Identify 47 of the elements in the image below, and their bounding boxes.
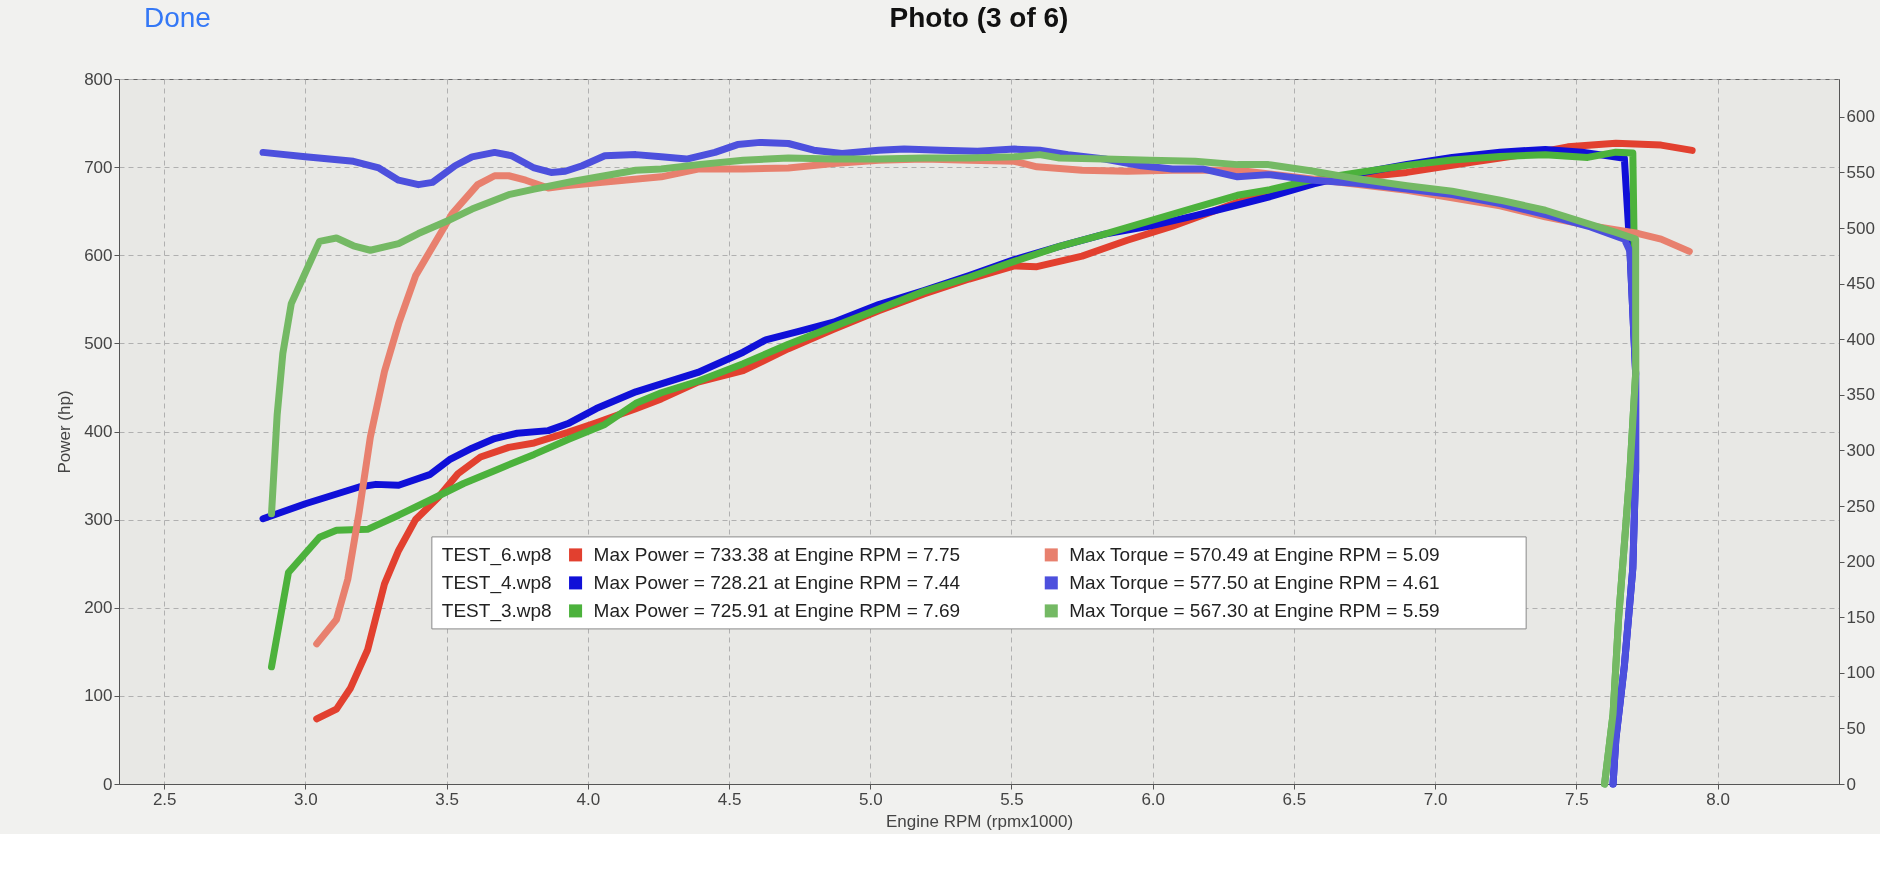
legend-label: Max Torque = 570.49 at Engine RPM = 5.09: [1069, 543, 1440, 565]
y-axis-title: Power (hp): [55, 390, 75, 474]
y2-tick-label: 250: [1846, 496, 1875, 516]
y-tick-label: 700: [84, 157, 113, 177]
annotation: TEST_4.wp8: [441, 571, 552, 594]
text: Done: [144, 2, 211, 33]
y-tick-label: 100: [84, 686, 113, 706]
y2-tick-label: 300: [1846, 440, 1875, 460]
legend-label: Max Power = 725.91 at Engine RPM = 7.69: [593, 599, 961, 621]
x-tick-label: 5.5: [1000, 789, 1024, 809]
x-axis-title: Engine RPM (rpmx1000): [885, 811, 1074, 831]
y2-tick-label: 150: [1846, 607, 1875, 627]
y2-tick-label: 0: [1846, 774, 1856, 794]
x-tick-label: 3.0: [294, 789, 318, 809]
y2-tick-label: 200: [1846, 552, 1875, 572]
x-tick-label: 6.5: [1282, 789, 1307, 809]
y2-tick-label: 500: [1846, 218, 1875, 238]
annotation: TEST_6.wp8: [441, 543, 552, 566]
x-tick-label: 4.0: [576, 789, 601, 809]
legend-label: Max Power = 733.38 at Engine RPM = 7.75: [593, 543, 961, 565]
x-tick-label: 8.0: [1706, 789, 1730, 809]
annotation: TEST_3.wp8: [441, 599, 552, 622]
y-tick-label: 400: [84, 422, 113, 441]
y-tick-label: 300: [84, 510, 113, 530]
legend-label: Max Torque = 567.30 at Engine RPM = 5.59: [1069, 599, 1440, 621]
y-tick-label: 500: [84, 333, 113, 353]
x-tick-label: 7.5: [1565, 789, 1589, 809]
x-tick-label: 6.0: [1141, 789, 1166, 809]
chart-title: Photo (3 of 6): [889, 2, 1069, 33]
x-tick-label: 4.5: [717, 789, 742, 809]
legend-label: Max Torque = 577.50 at Engine RPM = 4.61: [1069, 571, 1440, 593]
y2-tick-label: 100: [1846, 663, 1875, 683]
y2-tick-label: 450: [1846, 274, 1875, 294]
y-tick-label: 0: [103, 774, 113, 794]
y-tick-label: 600: [84, 245, 113, 265]
y2-tick-label: 600: [1846, 107, 1875, 127]
x-tick-label: 3.5: [435, 789, 459, 809]
x-tick-label: 7.0: [1423, 789, 1448, 809]
y2-tick-label: 550: [1846, 162, 1875, 182]
y2-tick-label: 350: [1846, 385, 1875, 405]
y2-tick-label: 400: [1846, 329, 1875, 349]
x-tick-label: 5.0: [858, 789, 883, 809]
y-tick-label: 200: [84, 598, 113, 618]
y-tick-label: 800: [84, 69, 113, 89]
legend-label: Max Power = 728.21 at Engine RPM = 7.44: [593, 571, 961, 593]
x-tick-label: 2.5: [152, 789, 177, 809]
y2-tick-label: 50: [1846, 718, 1866, 738]
